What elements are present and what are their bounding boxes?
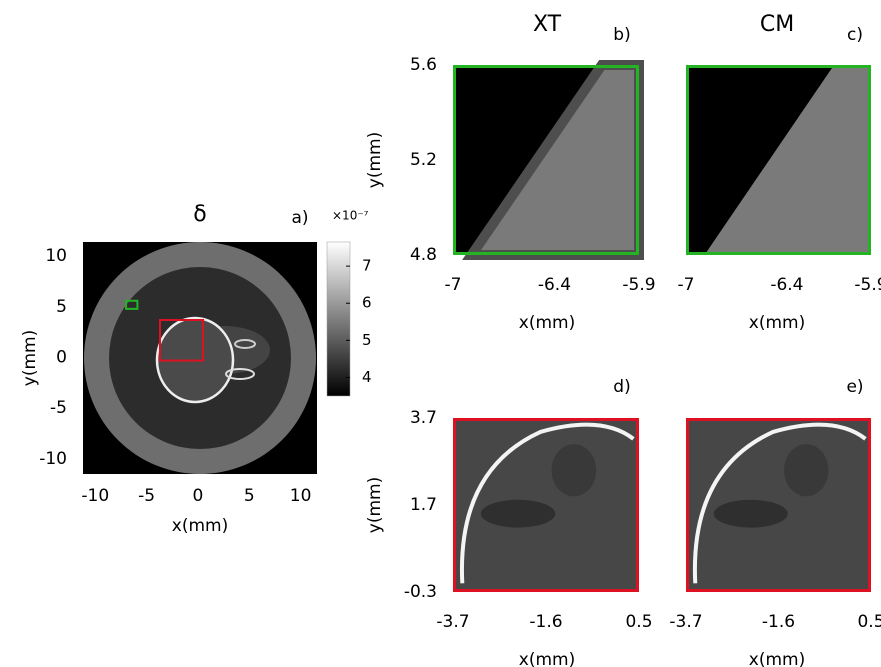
x-tick-label: -3.7 [669, 612, 702, 632]
panel [83, 242, 317, 474]
colorbar-tick-label: 4 [362, 368, 372, 386]
x-tick-label: -5.9 [622, 275, 655, 295]
colorbar [327, 242, 350, 396]
panel [686, 418, 871, 592]
x-tick-label: 10 [290, 486, 312, 506]
y-tick-label: 0 [56, 347, 67, 367]
y-tick-label: 10 [45, 246, 67, 266]
panel-label: d) [613, 377, 630, 397]
x-axis-label: x(mm) [749, 313, 805, 333]
y-tick-label: 4.8 [410, 245, 437, 265]
panel-title: δ [193, 202, 206, 227]
x-axis-label: x(mm) [519, 650, 575, 667]
x-tick-label: 0.5 [857, 612, 881, 632]
y-axis-label: y(mm) [365, 477, 385, 533]
x-tick-label: -1.6 [762, 612, 795, 632]
panel-title: CM [760, 12, 794, 37]
x-tick-label: 5 [244, 486, 255, 506]
figure: δ a) x(mm) y(mm) -10 -5 0 5 10 10 5 0 -5 -10 ×10⁻⁷ 4 5 6 7… [0, 0, 881, 667]
panel [453, 418, 639, 592]
image-dark [552, 444, 597, 496]
colorbar-tick-label: 6 [362, 294, 372, 312]
y-tick-label: 5 [56, 297, 67, 317]
x-axis-label: x(mm) [749, 650, 805, 667]
y-axis-label: y(mm) [365, 132, 385, 188]
image-dark [714, 500, 788, 528]
x-tick-label: -5.9 [854, 275, 881, 295]
panel-label: b) [613, 25, 630, 45]
x-tick-label: -7 [678, 275, 695, 295]
x-tick-label: -3.7 [436, 612, 469, 632]
x-tick-label: -6.4 [538, 275, 571, 295]
x-tick-label: -5 [138, 486, 155, 506]
panel-label: a) [291, 208, 308, 228]
colorbar-tick-label: 5 [362, 331, 372, 349]
y-tick-label: -0.3 [404, 582, 437, 602]
y-tick-label: 5.2 [410, 150, 437, 170]
colorbar-tick-label: 7 [362, 257, 372, 275]
y-axis-label: y(mm) [20, 330, 40, 386]
y-tick-label: 5.6 [410, 55, 437, 75]
x-axis-label: x(mm) [519, 313, 575, 333]
x-tick-label: -7 [445, 275, 462, 295]
panel-label: c) [847, 25, 863, 45]
x-tick-label: 0.5 [625, 612, 652, 632]
image-dark [481, 500, 555, 528]
x-axis-label: x(mm) [172, 516, 228, 536]
panel [686, 65, 871, 255]
x-tick-label: -6.4 [770, 275, 803, 295]
panel [453, 65, 639, 255]
panel-title: XT [533, 12, 562, 37]
x-tick-label: 0 [193, 486, 204, 506]
y-tick-label: 1.7 [410, 495, 437, 515]
y-tick-label: -10 [39, 449, 67, 469]
y-tick-label: 3.7 [410, 408, 437, 428]
panel-label: e) [846, 377, 863, 397]
x-tick-label: -10 [81, 486, 109, 506]
image-dark [784, 444, 828, 496]
x-tick-label: -1.6 [529, 612, 562, 632]
colorbar-multiplier: ×10⁻⁷ [332, 209, 369, 223]
y-tick-label: -5 [50, 398, 67, 418]
